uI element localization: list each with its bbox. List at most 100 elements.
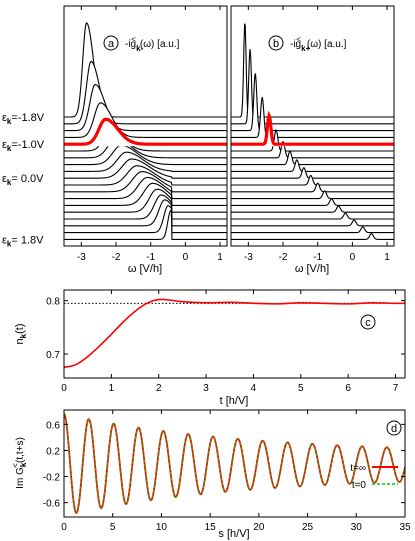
spectrum-curve [64,210,227,240]
spectrum-fill [231,233,394,242]
x-tick-label: 1 [384,252,390,263]
spectrum-curve [231,190,394,200]
spectrum-curve [231,73,394,132]
x-tick-label: -3 [244,252,253,263]
panel-c-ticks: 0 1 2 3 4 5 6 7 0.7 0.8 [46,290,405,394]
x-tick-label: 0 [350,252,356,263]
spectrum-fill [64,131,227,153]
spectrum-curve [231,182,394,193]
panel-a-marker-circle [103,35,119,51]
spectrum-curve [64,188,227,213]
x-tick-label: 10 [156,522,168,533]
spectrum-curve [64,165,227,186]
spectrum-curve [231,150,394,166]
y-tick-label: -0.6 [43,499,61,510]
panel-c-marker: c [365,317,371,329]
spectrum-fill [231,130,394,153]
x-tick-label: 1 [217,252,223,263]
spectrum-curve [231,205,394,213]
spectrum-fill [231,97,394,140]
x-tick-label: 35 [399,522,411,533]
x-tick-label: 20 [253,522,265,533]
x-tick-label: 0 [183,252,189,263]
spectrum-fill [64,22,227,119]
energy-label: εk=-1.8V [2,112,45,126]
spectrum-curve [231,226,394,234]
panel-c-x-axis-label: t [h/V] [220,395,249,407]
panel-b-subtitle: -igk+< (ω) [a.u.] [290,35,347,53]
x-tick-label: 4 [251,383,257,394]
x-tick-label: 5 [110,522,116,533]
x-tick-label: 30 [351,522,363,533]
panel-a: -3 -2 -1 0 1 ω [V/h] εk=-1.8V εk=-1.0V εk= 0.0… [2,5,228,275]
panel-a-marker: a [108,38,115,50]
x-tick-label: 15 [205,522,217,533]
spectrum-curve [64,182,227,206]
spectrum-curve [231,174,394,186]
panel-c-marker-circle [360,314,376,330]
panel-b: -3 -2 -1 0 1 ω [V/h] b -igk+< (ω) [a.u.] [230,5,395,275]
x-tick-label: 0 [61,522,67,533]
spectrum-fill [231,167,394,181]
spectrum-curve [64,194,227,220]
spectrum-curve [64,102,227,138]
energy-label: εk=-1.0V [2,139,45,153]
panel-c: 0 1 2 3 4 5 6 7 0.7 0.8 t [h/V] nk(t) c [14,289,406,407]
spectrum-fill [231,220,394,228]
panel-b-x-axis-label: ω [V/h] [295,263,329,275]
x-tick-label: -1 [146,252,155,263]
spectrum-curve [231,129,394,152]
legend-label-t-inf: t=∞ [350,463,366,474]
x-tick-label: -1 [313,252,322,263]
spectrum-fill [64,189,227,215]
energy-label: εk= 0.0V [2,173,44,187]
x-tick-label: 3 [203,383,209,394]
panel-c-y-axis-label: nk(t) [14,324,28,345]
panel-d: 0 5 10 15 20 25 30 35 -0.6 -0.2 0.2 0.6 s [h/V] Im … [11,409,411,540]
spectrum-curve [231,233,394,240]
spectrum-curve [64,144,227,166]
spectrum-curve [64,171,227,193]
x-tick-label: 1 [109,383,115,394]
panel-a-energy-labels: εk=-1.8V εk=-1.0V εk= 0.0V εk= 1.8V [2,112,45,248]
x-tick-label: 25 [302,522,314,533]
panel-a-x-axis-label: ω [V/h] [128,263,162,275]
x-tick-label: -3 [77,252,86,263]
panel-d-x-axis-label: s [h/V] [218,528,249,540]
spectrum-fill [64,183,227,208]
spectrum-curve [231,212,394,220]
y-tick-label: 0.7 [46,350,60,361]
spectrum-curve [64,22,227,118]
x-tick-label: 6 [345,383,351,394]
spectrum-curve [64,83,227,132]
x-tick-label: -2 [112,252,121,263]
spectrum-curve-highlight [64,117,227,146]
spectrum-curve [231,219,394,227]
occupation-curve [63,298,406,369]
x-tick-label: 0 [61,383,67,394]
panel-b-x-ticks: -3 -2 -1 0 1 [244,6,390,263]
panel-c-curves [63,298,406,369]
x-tick-label: 2 [156,383,162,394]
spectrum-fill [231,159,394,174]
panel-b-marker-circle [268,35,284,51]
y-tick-label: 0.8 [46,297,60,308]
x-tick-label: -2 [279,252,288,263]
spectrum-curve [64,151,227,172]
energy-label: εk= 1.8V [2,234,44,248]
x-tick-label: 5 [298,383,304,394]
spectrum-curve [231,159,394,172]
spectrum-curve [64,158,227,179]
panel-d-ticks: 0 5 10 15 20 25 30 35 -0.6 -0.2 0.2 0.6 [43,410,411,533]
spectrum-fill [64,152,227,174]
spectrum-curve [64,60,227,125]
panel-d-curves [63,413,406,514]
panel-d-marker-circle [386,420,402,436]
spectrum-fill [64,138,227,160]
y-tick-label: -0.2 [43,473,61,484]
y-tick-label: 0.6 [46,420,60,431]
panel-b-curves [231,23,394,242]
spectrum-curve-highlight [231,110,394,146]
spectrum-fill [231,213,394,221]
y-tick-label: 0.2 [46,446,60,457]
